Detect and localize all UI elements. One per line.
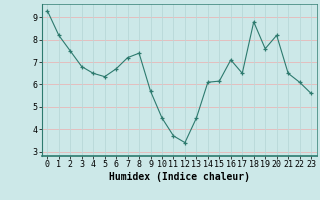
X-axis label: Humidex (Indice chaleur): Humidex (Indice chaleur)	[109, 172, 250, 182]
